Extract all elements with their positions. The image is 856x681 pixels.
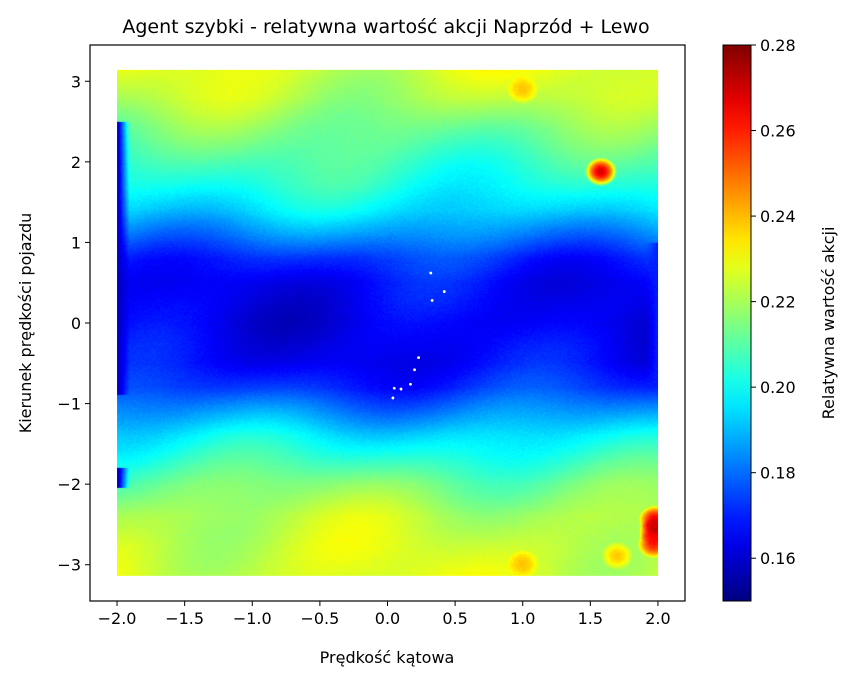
colorbar-tick-label: 0.22 (760, 293, 796, 312)
y-axis-label: Kierunek prędkości pojazdu (16, 213, 35, 434)
empty-cell (391, 396, 395, 400)
x-tick-label: −1.5 (165, 609, 204, 628)
empty-cell (430, 299, 434, 302)
y-tick-label: −2 (57, 475, 81, 494)
x-tick-label: 0.5 (442, 609, 467, 628)
empty-cell (429, 271, 433, 275)
y-tick-label: −1 (57, 395, 81, 414)
colorbar-ticks: 0.16 0.18 0.20 0.22 0.24 0.26 0.28 (751, 36, 796, 568)
colorbar-tick-label: 0.18 (760, 464, 796, 483)
y-tick-label: 3 (71, 72, 81, 91)
x-tick-label: 0.0 (375, 609, 400, 628)
colorbar-tick-label: 0.24 (760, 207, 796, 226)
colorbar: 0.16 0.18 0.20 0.22 0.24 0.26 0.28 Relatywna w… (722, 36, 838, 602)
plot-area (89, 44, 686, 602)
x-tick-label: 1.0 (510, 609, 535, 628)
colorbar-tick-label: 0.16 (760, 549, 796, 568)
y-tick-label: 1 (71, 233, 81, 252)
y-tick-label: 2 (71, 153, 81, 172)
x-axis-label: Prędkość kątowa (320, 648, 455, 667)
y-tick-label: 0 (71, 314, 81, 333)
colorbar-tick-label: 0.26 (760, 122, 796, 141)
x-axis: −2.0 −1.5 −1.0 −0.5 0.0 0.5 1.0 1.5 2.0 (98, 601, 671, 628)
y-tick-label: −3 (57, 556, 81, 575)
x-tick-label: 2.0 (645, 609, 670, 628)
x-tick-label: −1.0 (233, 609, 272, 628)
colorbar-tick-label: 0.20 (760, 378, 796, 397)
empty-cell (442, 290, 446, 293)
empty-cell (399, 387, 403, 391)
empty-cells (391, 271, 446, 400)
empty-cell (417, 356, 421, 360)
colorbar-gradient (722, 44, 752, 602)
x-tick-label: 1.5 (578, 609, 603, 628)
colorbar-label: Relatywna wartość akcji (819, 227, 838, 420)
x-tick-label: −2.0 (98, 609, 137, 628)
x-tick-label: −0.5 (300, 609, 339, 628)
empty-cell (413, 368, 416, 372)
y-axis: −3 −2 −1 0 1 2 3 (57, 72, 90, 575)
chart-title: Agent szybki - relatywna wartość akcji N… (122, 16, 649, 38)
heatmap-image (117, 69, 659, 576)
empty-cell (409, 382, 412, 386)
colorbar-tick-label: 0.28 (760, 36, 796, 55)
empty-cell (392, 386, 396, 390)
